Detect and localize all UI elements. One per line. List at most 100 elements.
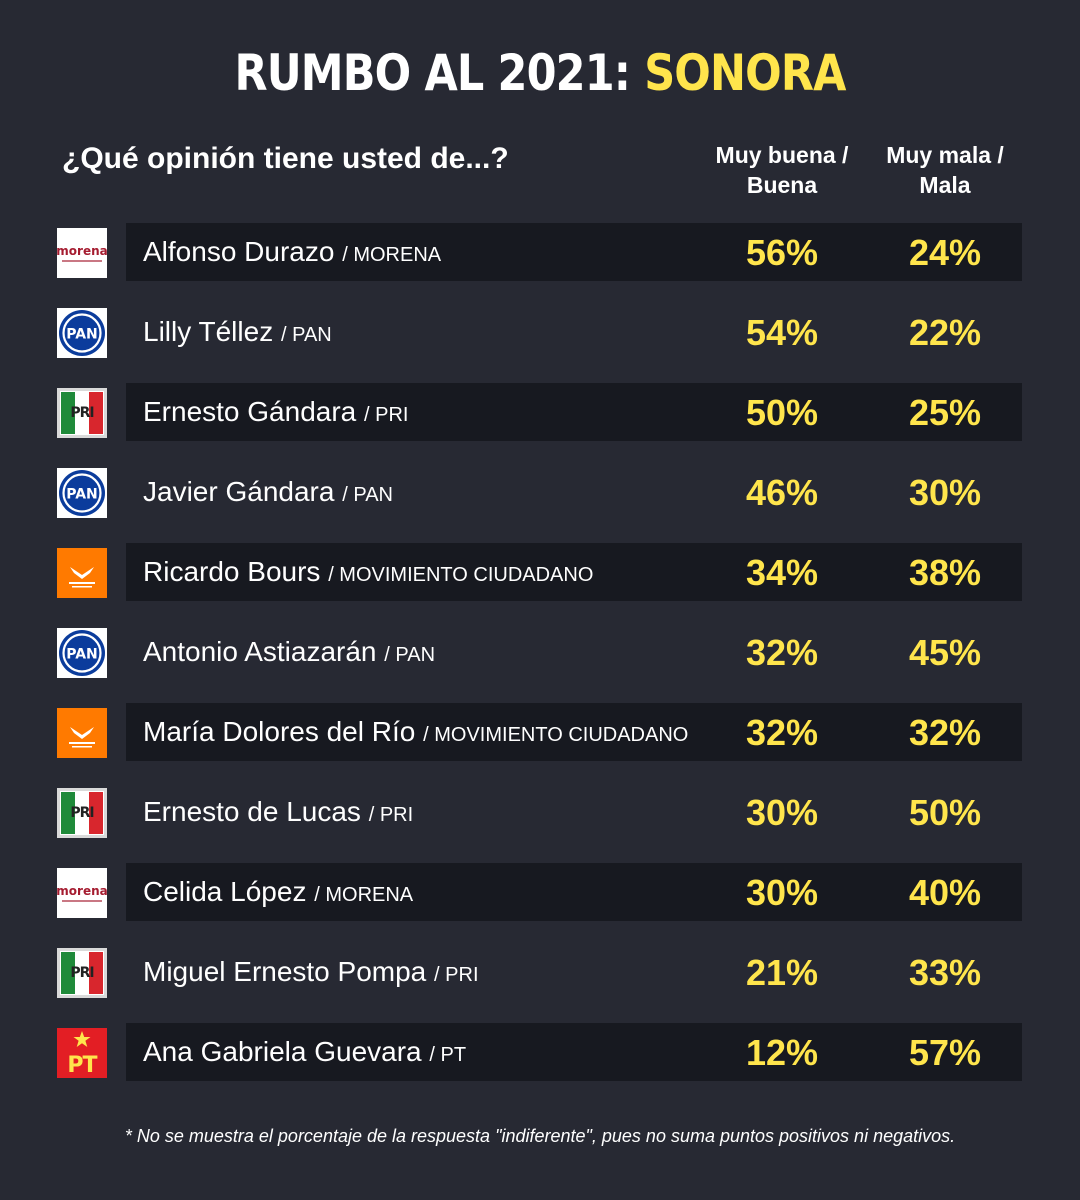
logo-text: PAN — [66, 487, 98, 503]
logo-text: morena — [57, 244, 107, 258]
row-band — [126, 703, 1022, 761]
positive-value: 32% — [745, 632, 819, 673]
movimiento-ciudadano-logo-icon — [57, 708, 107, 758]
column-header-negative: Muy mala / Mala — [865, 140, 1025, 200]
positive-value: 21% — [745, 952, 819, 993]
candidate-table: morena Alfonso Durazo / MORENA 56% 24% PAN Li… — [0, 223, 1080, 1103]
table-row: María Dolores del Río / MOVIMIENTO CIUDA… — [0, 703, 1080, 763]
table-row: morena Celida López / MORENA 30% 40% — [0, 863, 1080, 923]
negative-value: 45% — [908, 632, 982, 673]
positive-value: 56% — [745, 232, 819, 273]
table-row: PAN Antonio Astiazarán / PAN 32% 45% — [0, 623, 1080, 683]
candidate-label: Javier Gándara / PAN — [143, 463, 393, 521]
positive-value: 30% — [745, 792, 819, 833]
pri-logo-icon: PRI — [57, 388, 107, 438]
pan-logo-icon: PAN — [57, 468, 107, 518]
candidate-party: / MORENA — [342, 244, 442, 266]
candidate-name: Ernesto de Lucas — [143, 796, 361, 827]
candidate-label: Ernesto Gándara / PRI — [143, 383, 408, 441]
negative-value: 33% — [908, 952, 982, 993]
negative-value: 24% — [908, 232, 982, 273]
candidate-label: Alfonso Durazo / MORENA — [143, 223, 441, 281]
negative-value: 30% — [908, 472, 982, 513]
title-accent: SONORA — [644, 44, 846, 102]
negative-value: 57% — [908, 1032, 982, 1073]
candidate-label: Celida López / MORENA — [143, 863, 413, 921]
table-row: morena Alfonso Durazo / MORENA 56% 24% — [0, 223, 1080, 283]
candidate-party: / PRI — [434, 964, 479, 986]
table-row: PRI Ernesto Gándara / PRI 50% 25% — [0, 383, 1080, 443]
table-row: PRI Ernesto de Lucas / PRI 30% 50% — [0, 783, 1080, 843]
movimiento-ciudadano-logo-icon — [57, 548, 107, 598]
candidate-party: / PAN — [342, 484, 393, 506]
candidate-label: Antonio Astiazarán / PAN — [143, 623, 435, 681]
candidate-party: / MOVIMIENTO CIUDADANO — [423, 724, 689, 746]
candidate-party: / PAN — [280, 324, 332, 346]
footnote: * No se muestra el porcentaje de la resp… — [124, 1126, 956, 1146]
candidate-party: / PRI — [364, 404, 409, 426]
logo-text: PAN — [66, 327, 98, 343]
positive-value: 46% — [745, 472, 819, 513]
logo-text: PRI — [70, 805, 93, 821]
negative-value: 50% — [908, 792, 982, 833]
row-band — [126, 543, 1022, 601]
morena-logo-icon: morena — [57, 228, 107, 278]
table-row: Ricardo Bours / MOVIMIENTO CIUDADANO 34% 3… — [0, 543, 1080, 603]
table-row: PAN Lilly Téllez / PAN 54% 22% — [0, 303, 1080, 363]
candidate-name: Miguel Ernesto Pompa — [143, 956, 427, 987]
row-band — [126, 383, 1022, 441]
row-band — [126, 223, 1022, 281]
candidate-label: Ana Gabriela Guevara / PT — [143, 1023, 466, 1081]
candidate-party: / PAN — [384, 644, 436, 666]
positive-value: 12% — [745, 1032, 819, 1073]
positive-value: 34% — [745, 552, 819, 593]
question-label: ¿Qué opinión tiene usted de...? — [62, 142, 509, 175]
candidate-name: Ana Gabriela Guevara — [143, 1036, 422, 1067]
table-row: PT Ana Gabriela Guevara / PT 12% 57% — [0, 1023, 1080, 1083]
column-header-positive: Muy buena / Buena — [702, 140, 862, 200]
column-header-negative-line1: Muy mala / — [886, 142, 1004, 168]
candidate-label: María Dolores del Río / MOVIMIENTO CIUDA… — [143, 703, 688, 761]
candidate-name: Celida López — [143, 876, 307, 907]
pri-logo-icon: PRI — [57, 788, 107, 838]
candidate-name: María Dolores del Río — [143, 716, 416, 747]
table-row: PRI Miguel Ernesto Pompa / PRI 21% 33% — [0, 943, 1080, 1003]
candidate-party: / PT — [429, 1044, 467, 1066]
candidate-label: Lilly Téllez / PAN — [143, 303, 332, 361]
logo-text: morena — [57, 884, 107, 898]
candidate-party: / MOVIMIENTO CIUDADANO — [328, 564, 594, 586]
logo-text: PRI — [70, 405, 93, 421]
candidate-name: Javier Gándara — [143, 476, 335, 507]
logo-text: PRI — [70, 965, 93, 981]
logo-text: PAN — [66, 647, 98, 663]
negative-value: 32% — [908, 712, 982, 753]
negative-value: 25% — [908, 392, 982, 433]
pan-logo-icon: PAN — [57, 628, 107, 678]
column-header-positive-line1: Muy buena / — [715, 142, 849, 168]
candidate-name: Ricardo Bours — [143, 556, 321, 587]
pan-logo-icon: PAN — [57, 308, 107, 358]
pt-logo-icon: PT — [57, 1028, 107, 1078]
column-header-negative-line2: Mala — [919, 172, 971, 198]
candidate-name: Antonio Astiazarán — [143, 636, 377, 667]
positive-value: 54% — [745, 312, 819, 353]
morena-logo-icon: morena — [57, 868, 107, 918]
positive-value: 50% — [745, 392, 819, 433]
pri-logo-icon: PRI — [57, 948, 107, 998]
candidate-name: Lilly Téllez — [143, 316, 274, 347]
column-header-positive-line2: Buena — [746, 172, 818, 198]
candidate-name: Alfonso Durazo — [143, 236, 335, 267]
candidate-party: / PRI — [368, 804, 414, 826]
candidate-label: Ricardo Bours / MOVIMIENTO CIUDADANO — [143, 543, 593, 601]
candidate-name: Ernesto Gándara — [143, 396, 357, 427]
candidate-label: Miguel Ernesto Pompa / PRI — [143, 943, 479, 1001]
positive-value: 30% — [745, 872, 819, 913]
title-main: RUMBO AL 2021: — [234, 44, 645, 102]
positive-value: 32% — [745, 712, 819, 753]
candidate-label: Ernesto de Lucas / PRI — [143, 783, 413, 841]
table-row: PAN Javier Gándara / PAN 46% 30% — [0, 463, 1080, 523]
negative-value: 22% — [908, 312, 982, 353]
chart-title: RUMBO AL 2021: SONORA — [76, 38, 1005, 108]
negative-value: 40% — [908, 872, 982, 913]
candidate-party: / MORENA — [314, 884, 414, 906]
